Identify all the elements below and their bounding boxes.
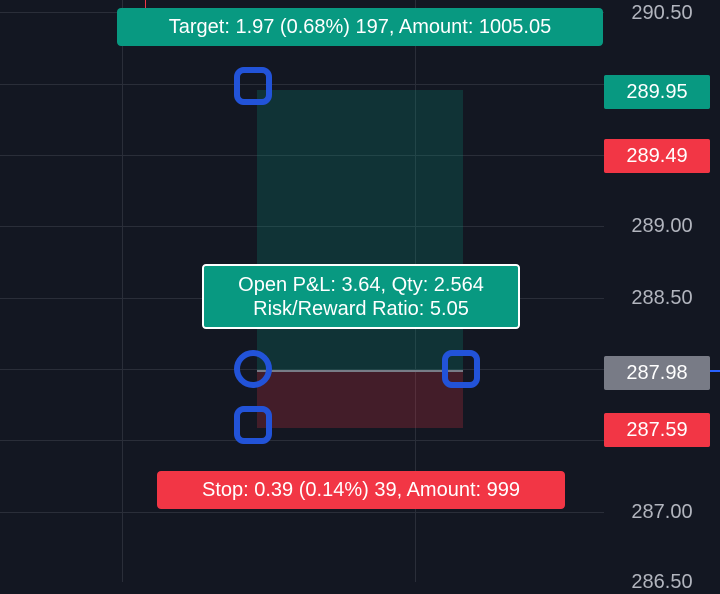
entry-price-badge: 287.98 (604, 356, 710, 390)
grid-line (0, 369, 604, 370)
price-label: 290.50 (631, 2, 693, 24)
entry-handle[interactable] (234, 350, 272, 388)
last-price-badge: 289.49 (604, 139, 710, 173)
stop-label: Stop: 0.39 (0.14%) 39, Amount: 999 (157, 471, 565, 509)
grid-line (0, 440, 604, 441)
price-label: 288.50 (631, 287, 693, 309)
width-handle[interactable] (442, 350, 480, 388)
grid-line (122, 0, 123, 582)
price-label: 286.50 (631, 571, 693, 593)
stop-price-badge: 287.59 (604, 413, 710, 447)
target-handle[interactable] (234, 67, 272, 105)
price-label: 289.00 (631, 215, 693, 237)
price-marker (145, 0, 146, 8)
crosshair-line (700, 370, 720, 372)
target-label: Target: 1.97 (0.68%) 197, Amount: 1005.0… (117, 8, 603, 46)
loss-zone[interactable] (257, 371, 463, 428)
grid-line (0, 84, 604, 85)
stats-text: Risk/Reward Ratio: 5.05 (253, 298, 469, 320)
grid-line (0, 226, 604, 227)
entry-line (257, 370, 463, 372)
grid-line (0, 512, 604, 513)
price-label: 287.00 (631, 501, 693, 523)
stop-handle[interactable] (234, 406, 272, 444)
target-price-badge: 289.95 (604, 75, 710, 109)
stats-box: Open P&L: 3.64, Qty: 2.564 Risk/Reward R… (202, 264, 520, 329)
stats-text: Open P&L: 3.64, Qty: 2.564 (238, 274, 484, 296)
grid-line (0, 155, 604, 156)
